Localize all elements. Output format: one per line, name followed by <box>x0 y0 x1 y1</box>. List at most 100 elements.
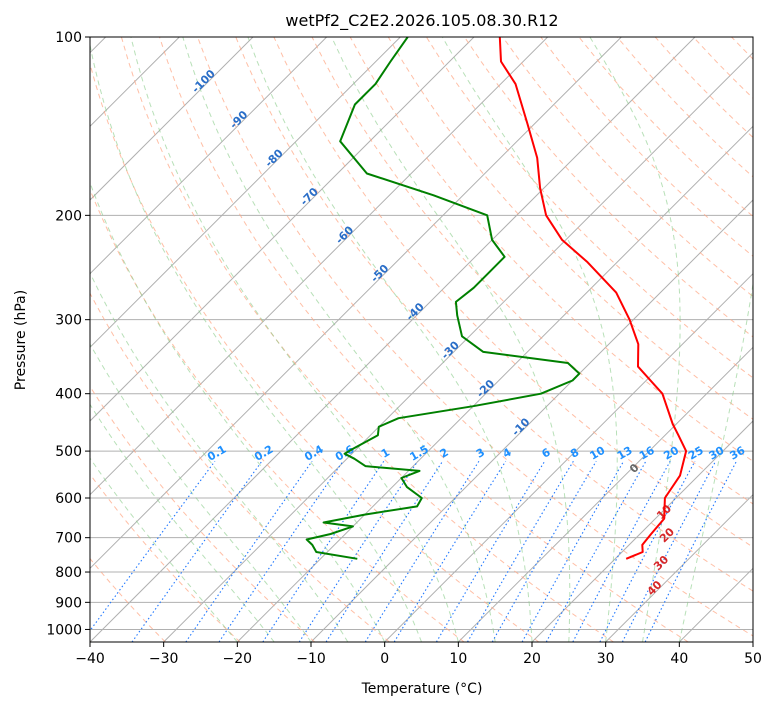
mixing-ratio-line <box>521 460 625 642</box>
mixing-ratio-label: 3 <box>474 446 487 461</box>
dry-adiabat-label: -10 <box>509 415 532 438</box>
temperature-line <box>498 37 688 560</box>
mixing-ratio-line <box>621 460 717 642</box>
x-tick-label: −10 <box>296 651 326 667</box>
moist-adiabat-line <box>130 37 459 642</box>
mixing-ratio-line <box>131 460 263 642</box>
plot-frame <box>89 36 754 643</box>
mixing-ratio-label: 4 <box>500 445 513 460</box>
mixing-ratio-label: 2 <box>438 446 451 461</box>
y-tick-label: 500 <box>55 444 82 460</box>
moist-adiabat-line <box>90 271 349 642</box>
isotherm-line <box>310 199 753 642</box>
dewpoint-line <box>305 37 581 560</box>
mixing-ratio-line <box>599 460 696 642</box>
dry-adiabat-line <box>90 188 465 642</box>
mixing-ratio-label: 1 <box>379 446 392 461</box>
x-tick-label: −30 <box>149 651 179 667</box>
y-tick-label: 900 <box>55 595 82 611</box>
mixing-ratio-line <box>644 460 737 642</box>
isotherm-line <box>90 37 622 570</box>
isotherm-line <box>90 37 475 422</box>
y-tick-label: 200 <box>55 208 82 224</box>
dry-adiabat-label: -50 <box>368 262 391 285</box>
dry-adiabat-label: 20 <box>657 525 677 545</box>
dry-adiabat-label: -60 <box>333 223 356 246</box>
isotherm-line <box>90 37 254 201</box>
x-tick-label: 10 <box>449 651 467 667</box>
moist-adiabat-line <box>90 343 312 642</box>
x-tick-label: 20 <box>523 651 541 667</box>
dry-adiabat-line <box>273 37 753 548</box>
isotherm-line <box>236 125 753 642</box>
y-axis-label: Pressure (hPa) <box>13 290 29 390</box>
mixing-ratio-line <box>572 460 671 642</box>
dry-adiabat-line <box>311 37 753 505</box>
isotherm-line <box>752 641 753 642</box>
isotherm-line <box>384 272 753 642</box>
mixing-ratio-label: 20 <box>661 444 681 463</box>
moist-adiabat-line <box>90 181 386 642</box>
profile-lines <box>305 37 688 560</box>
dry-adiabat-line <box>159 37 689 642</box>
dry-adiabat-line <box>654 37 753 139</box>
dry-adiabat-label: -30 <box>439 338 462 361</box>
mixing-ratio-label: 36 <box>727 444 747 463</box>
dry-adiabat-line <box>349 37 753 462</box>
x-tick-label: −40 <box>75 651 105 667</box>
y-tick-label: 400 <box>55 387 82 403</box>
mixing-ratio-line <box>491 460 597 642</box>
x-tick-label: 30 <box>597 651 615 667</box>
y-axis: 100 200 300 400 500 600 700 800 900 1000 <box>46 30 90 638</box>
mixing-ratio-label: 10 <box>587 444 607 463</box>
mixing-ratio-line <box>325 460 444 642</box>
dry-adiabat-line <box>770 37 775 642</box>
y-tick-label: 300 <box>55 313 82 329</box>
isotherm-line <box>90 37 401 349</box>
dry-adiabat-line <box>90 385 316 642</box>
moist-adiabat-line <box>90 457 238 642</box>
y-tick-label: 800 <box>55 565 82 581</box>
chart-title: wetPf2_C2E2.2026.105.08.30.R12 <box>285 11 558 31</box>
dry-adiabat-line <box>464 37 753 338</box>
mixing-ratio-label: 0.4 <box>302 442 326 463</box>
dry-adiabat-line <box>90 473 241 642</box>
moist-adiabat-line <box>331 37 571 642</box>
dry-adiabat-label: -20 <box>474 377 497 400</box>
y-tick-label: 600 <box>55 491 82 507</box>
mixing-ratio-line <box>467 460 574 642</box>
isotherm-line <box>678 567 753 642</box>
mixing-ratio-line <box>393 460 507 642</box>
dry-adiabat-line <box>692 37 753 99</box>
moist-adiabat-line <box>441 37 618 642</box>
dry-adiabat-label: -90 <box>227 108 250 131</box>
y-tick-label: 1000 <box>46 622 82 638</box>
dry-adiabat-label: 0 <box>627 461 642 476</box>
x-tick-label: 50 <box>744 651 762 667</box>
dry-adiabat-label: -80 <box>263 146 286 169</box>
dry-adiabat-line <box>197 37 753 637</box>
dry-adiabat-label: -70 <box>298 185 321 208</box>
dry-adiabat-line <box>90 62 540 642</box>
background-labels: 0.1 0.2 0.4 0.6 1 1.5 2 3 4 6 8 10 13 16 20 25 30 36-100-… <box>189 67 747 598</box>
isotherm-line <box>90 37 328 275</box>
mixing-ratio-label: 6 <box>539 445 552 460</box>
mixing-ratio-line <box>298 460 419 642</box>
dry-adiabat-line <box>235 37 753 592</box>
mixing-ratio-label: 1.5 <box>408 443 431 464</box>
dry-adiabat-line <box>578 37 753 218</box>
x-axis-label: Temperature (°C) <box>361 681 483 697</box>
y-tick-label: 700 <box>55 531 82 547</box>
dry-adiabat-line <box>425 37 753 379</box>
dry-adiabat-line <box>120 37 614 642</box>
moist-adiabat-line <box>182 37 496 642</box>
dry-adiabat-label: 40 <box>645 578 665 598</box>
mixing-ratio-label: 25 <box>686 444 706 463</box>
x-axis: −40 −30 −20 −10 0 10 20 30 40 50 <box>75 642 762 667</box>
dry-adiabat-line <box>387 37 753 420</box>
background-lines <box>90 37 775 642</box>
x-tick-label: 40 <box>670 651 688 667</box>
isotherm-line <box>531 420 753 642</box>
moist-adiabat-line <box>90 403 275 642</box>
mixing-ratio-line <box>90 460 216 632</box>
